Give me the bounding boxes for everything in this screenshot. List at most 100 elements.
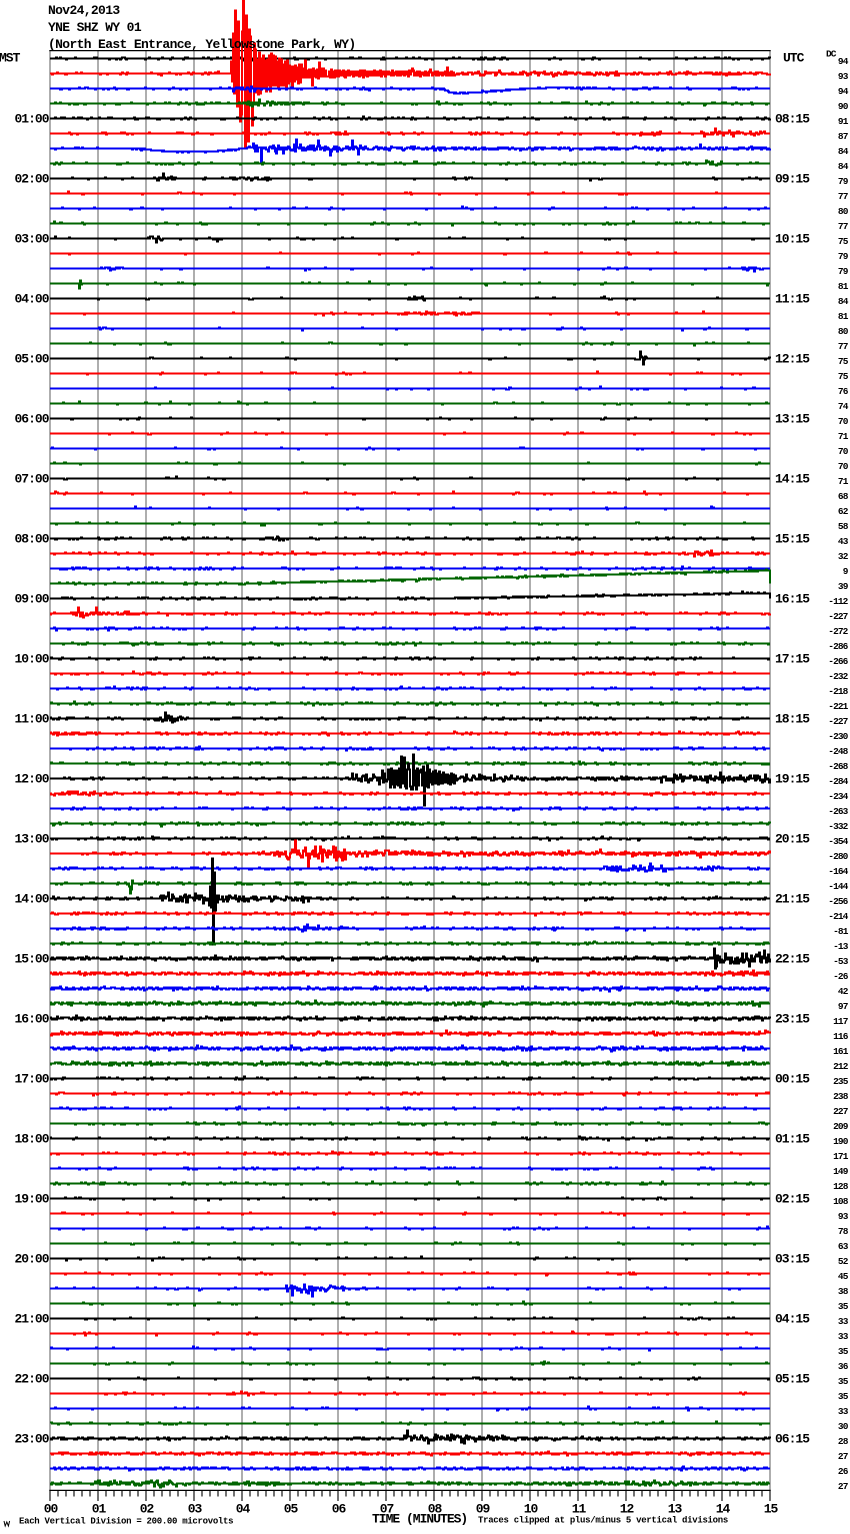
svg-text:05:15: 05:15 (775, 1372, 810, 1387)
svg-text:03:15: 03:15 (775, 1252, 810, 1267)
svg-text:12: 12 (620, 1502, 635, 1517)
svg-text:75: 75 (838, 236, 849, 247)
svg-text:42: 42 (838, 986, 849, 997)
svg-text:52: 52 (838, 1256, 849, 1267)
svg-text:190: 190 (833, 1136, 849, 1147)
svg-text:09:15: 09:15 (775, 172, 810, 187)
svg-text:16:00: 16:00 (14, 1012, 49, 1027)
svg-text:28: 28 (838, 1436, 849, 1447)
svg-text:15:15: 15:15 (775, 532, 810, 547)
svg-text:15:00: 15:00 (14, 952, 49, 967)
svg-text:71: 71 (838, 476, 849, 487)
svg-text:(North East Entrance, Yellowst: (North East Entrance, Yellowstone Park, … (48, 37, 356, 52)
svg-text:81: 81 (838, 311, 849, 322)
svg-text:209: 209 (833, 1121, 849, 1132)
svg-text:03: 03 (188, 1502, 203, 1517)
svg-text:08:00: 08:00 (14, 532, 49, 547)
svg-text:38: 38 (838, 1286, 849, 1297)
svg-text:13:00: 13:00 (14, 832, 49, 847)
svg-text:27: 27 (838, 1451, 849, 1462)
svg-text:161: 161 (833, 1046, 849, 1057)
svg-text:TIME (MINUTES): TIME (MINUTES) (372, 1512, 467, 1527)
svg-text:19:15: 19:15 (775, 772, 810, 787)
svg-text:06: 06 (332, 1502, 347, 1517)
svg-text:14:00: 14:00 (14, 892, 49, 907)
svg-text:94: 94 (838, 86, 849, 97)
svg-text:18:15: 18:15 (775, 712, 810, 727)
svg-text:62: 62 (838, 506, 849, 517)
svg-text:94: 94 (838, 56, 849, 67)
svg-text:116: 116 (833, 1031, 849, 1042)
svg-text:58: 58 (838, 521, 849, 532)
svg-text:-218: -218 (828, 686, 848, 697)
svg-text:9: 9 (843, 566, 849, 577)
svg-text:20:15: 20:15 (775, 832, 810, 847)
svg-text:-248: -248 (828, 746, 848, 757)
svg-text:117: 117 (833, 1016, 849, 1027)
svg-text:87: 87 (838, 131, 849, 142)
svg-text:09: 09 (476, 1502, 491, 1517)
svg-text:21:00: 21:00 (14, 1312, 49, 1327)
svg-text:-232: -232 (828, 671, 848, 682)
svg-text:12:00: 12:00 (14, 772, 49, 787)
svg-text:-268: -268 (828, 761, 848, 772)
svg-text:10:00: 10:00 (14, 652, 49, 667)
svg-text:-272: -272 (828, 626, 848, 637)
svg-text:26: 26 (838, 1466, 849, 1477)
svg-text:-227: -227 (828, 716, 848, 727)
svg-text:18:00: 18:00 (14, 1132, 49, 1147)
svg-text:71: 71 (838, 431, 849, 442)
svg-text:06:15: 06:15 (775, 1432, 810, 1447)
svg-text:07: 07 (380, 1502, 394, 1517)
svg-text:-214: -214 (828, 911, 848, 922)
svg-text:108: 108 (833, 1196, 849, 1207)
svg-text:17:00: 17:00 (14, 1072, 49, 1087)
svg-text:-53: -53 (833, 956, 849, 967)
svg-text:63: 63 (838, 1241, 849, 1252)
svg-text:MST: MST (0, 51, 21, 66)
svg-text:75: 75 (838, 371, 849, 382)
svg-text:93: 93 (838, 1211, 849, 1222)
svg-text:Each Vertical Division = 200.: Each Vertical Division = 200.00 microvol… (19, 1517, 233, 1527)
svg-text:238: 238 (833, 1091, 849, 1102)
svg-text:00: 00 (44, 1502, 59, 1517)
svg-text:79: 79 (838, 176, 849, 187)
svg-text:13: 13 (668, 1502, 683, 1517)
svg-text:19:00: 19:00 (14, 1192, 49, 1207)
svg-text:235: 235 (833, 1076, 849, 1087)
svg-text:01:15: 01:15 (775, 1132, 810, 1147)
svg-text:212: 212 (833, 1061, 849, 1072)
svg-text:33: 33 (838, 1331, 849, 1342)
svg-text:80: 80 (838, 206, 849, 217)
svg-text:-286: -286 (828, 641, 848, 652)
svg-text:15: 15 (764, 1502, 779, 1517)
svg-text:13:15: 13:15 (775, 412, 810, 427)
svg-text:04:15: 04:15 (775, 1312, 810, 1327)
svg-text:30: 30 (838, 1421, 849, 1432)
svg-text:Traces clipped at plus/minus 5: Traces clipped at plus/minus 5 vertical … (478, 1516, 728, 1526)
svg-text:-234: -234 (828, 791, 848, 802)
svg-text:23:00: 23:00 (14, 1432, 49, 1447)
svg-text:-81: -81 (833, 926, 849, 937)
svg-text:77: 77 (838, 221, 849, 232)
svg-text:32: 32 (838, 551, 849, 562)
svg-text:11:15: 11:15 (775, 292, 810, 307)
svg-text:10:15: 10:15 (775, 232, 810, 247)
svg-text:93: 93 (838, 71, 849, 82)
svg-text:-227: -227 (828, 611, 848, 622)
svg-text:27: 27 (838, 1481, 849, 1492)
svg-text:08:15: 08:15 (775, 112, 810, 127)
svg-text:68: 68 (838, 491, 849, 502)
svg-text:-284: -284 (828, 776, 848, 787)
svg-text:-332: -332 (828, 821, 848, 832)
svg-text:70: 70 (838, 461, 849, 472)
svg-text:01:00: 01:00 (14, 112, 49, 127)
svg-text:-266: -266 (828, 656, 848, 667)
svg-text:02:15: 02:15 (775, 1192, 810, 1207)
svg-text:UTC: UTC (783, 51, 805, 66)
svg-text:45: 45 (838, 1271, 849, 1282)
svg-text:22:00: 22:00 (14, 1372, 49, 1387)
svg-text:-26: -26 (833, 971, 849, 982)
svg-text:33: 33 (838, 1406, 849, 1417)
svg-text:35: 35 (838, 1301, 849, 1312)
